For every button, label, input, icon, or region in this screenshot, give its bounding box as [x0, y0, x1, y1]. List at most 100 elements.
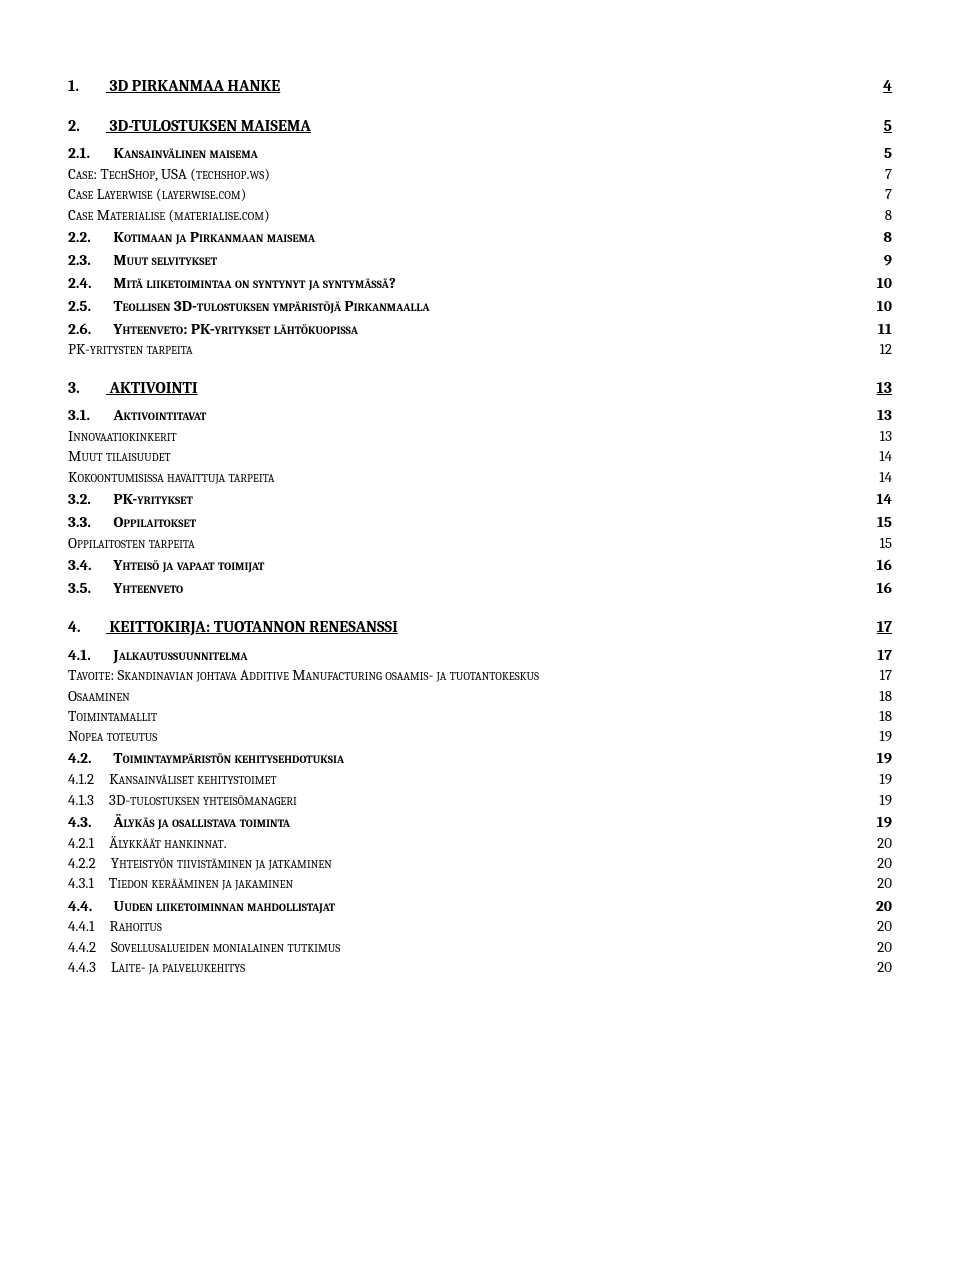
toc-entry-title: 3D-tulostuksen yhteisömanageri: [109, 791, 297, 809]
toc-entry-title: Tiedon kerääminen ja jakaminen: [109, 874, 293, 892]
toc-entry[interactable]: 2.1. Kansainvälinen maisema5: [68, 143, 892, 164]
toc-entry[interactable]: Case Layerwise (layerwise.com) 7: [68, 184, 892, 204]
toc-entry-title: Rahoitus: [109, 917, 161, 935]
toc-entry-label: 4.3. Älykäs ja osallistava toiminta: [68, 812, 290, 833]
toc-entry[interactable]: 4.2.1 Älykkäät hankinnat. 20: [68, 833, 892, 853]
toc-entry[interactable]: 3.3. Oppilaitokset 15: [68, 512, 892, 533]
toc-entry[interactable]: 4.2. Toimintaympäristön kehitysehdotuksi…: [68, 748, 892, 769]
toc-entry-title: Toimintaympäristön kehitysehdotuksia: [113, 749, 344, 767]
toc-entry-title: Kokoontumisissa havaittuja tarpeita: [68, 468, 274, 486]
toc-entry-number: 1.: [68, 76, 106, 98]
toc-entry[interactable]: 4.1. Jalkautussuunnitelma17: [68, 645, 892, 666]
toc-entry[interactable]: Oppilaitosten tarpeita 15: [68, 533, 892, 553]
toc-entry[interactable]: 4.4.1 Rahoitus20: [68, 916, 892, 936]
toc-entry[interactable]: Kokoontumisissa havaittuja tarpeita 14: [68, 467, 892, 487]
toc-entry[interactable]: 2.5. Teollisen 3D-tulostuksen ympäristöj…: [68, 296, 892, 317]
toc-entry-page: 18: [871, 706, 892, 726]
toc-entry[interactable]: Toimintamallit 18: [68, 706, 892, 726]
toc-entry[interactable]: 3.4. Yhteisö ja vapaat toimijat16: [68, 555, 892, 576]
toc-entry-page: 18: [871, 686, 892, 706]
toc-entry[interactable]: 1. 3D PIRKANMAA HANKE4: [68, 76, 892, 98]
toc-entry-title: PK-yritysten tarpeita: [68, 340, 193, 358]
toc-entry[interactable]: 4.4.2 Sovellusalueiden monialainen tutki…: [68, 937, 892, 957]
toc-entry[interactable]: 3.1. Aktivointitavat13: [68, 405, 892, 426]
toc-entry-page: 20: [869, 833, 892, 853]
toc-entry-page: 20: [869, 853, 892, 873]
toc-entry-page: 20: [869, 937, 892, 957]
toc-entry[interactable]: Innovaatiokinkerit13: [68, 426, 892, 446]
toc-entry[interactable]: 4.4.3 Laite- ja palvelukehitys20: [68, 957, 892, 977]
toc-entry[interactable]: 3.5. Yhteenveto16: [68, 578, 892, 599]
toc-entry-number: 4.3.1: [68, 873, 94, 893]
toc-entry-title: 3D-TULOSTUKSEN MAISEMA: [110, 117, 311, 135]
toc-entry-title: 3D PIRKANMAA HANKE: [110, 77, 281, 95]
toc-entry-title: AKTIVOINTI: [110, 379, 198, 397]
toc-entry-page: 15: [869, 512, 892, 533]
toc-entry-page: 17: [869, 617, 892, 639]
toc-entry-page: 19: [871, 726, 892, 746]
toc-entry[interactable]: 4.3.1 Tiedon kerääminen ja jakaminen20: [68, 873, 892, 893]
toc-entry-page: 13: [872, 426, 892, 446]
toc-entry-page: 14: [868, 489, 892, 510]
toc-entry-title: Tavoite: Skandinavian johtava Additive M…: [68, 666, 539, 684]
toc-entry-label: 4.4.1 Rahoitus: [68, 916, 162, 936]
toc-entry-number: 2.3.: [68, 250, 110, 271]
toc-entry[interactable]: Case: TechShop, USA (techshop.ws) 7: [68, 164, 892, 184]
toc-entry-label: 3.1. Aktivointitavat: [68, 405, 206, 426]
toc-entry-label: 3.3. Oppilaitokset: [68, 512, 196, 533]
toc-entry[interactable]: 2.3. Muut selvitykset9: [68, 250, 892, 271]
toc-entry-page: 15: [871, 533, 892, 553]
toc-entry-label: Case Layerwise (layerwise.com): [68, 184, 246, 204]
toc-entry-title: Oppilaitokset: [113, 513, 196, 531]
toc-entry[interactable]: 4.3. Älykäs ja osallistava toiminta19: [68, 812, 892, 833]
toc-entry[interactable]: Case Materialise (materialise.com) 8: [68, 205, 892, 225]
toc-entry-label: Toimintamallit: [68, 706, 157, 726]
toc-entry[interactable]: 4.1.3 3D-tulostuksen yhteisömanageri19: [68, 790, 892, 810]
toc-entry-page: 7: [877, 164, 892, 184]
toc-entry-label: 4.4. Uuden liiketoiminnan mahdollistajat: [68, 896, 335, 917]
toc-entry-label: Nopea toteutus: [68, 726, 157, 746]
toc-entry-title: Jalkautussuunnitelma: [113, 646, 247, 664]
toc-entry-label: Oppilaitosten tarpeita: [68, 533, 195, 553]
toc-entry-title: Osaaminen: [68, 687, 130, 705]
toc-entry-label: Muut tilaisuudet: [68, 446, 171, 466]
toc-entry[interactable]: 2. 3D-TULOSTUKSEN MAISEMA5: [68, 116, 892, 138]
toc-entry[interactable]: 2.6. Yhteenveto: PK-yritykset lähtökuopi…: [68, 319, 892, 340]
toc-entry-label: 4.2.1 Älykkäät hankinnat.: [68, 833, 227, 853]
toc-entry-label: 2.4. Mitä liiketoimintaa on syntynyt ja …: [68, 273, 396, 294]
toc-entry-title: Case Layerwise (layerwise.com): [68, 185, 246, 203]
toc-entry-page: 20: [868, 896, 892, 917]
toc-entry-label: Case: TechShop, USA (techshop.ws): [68, 164, 270, 184]
toc-entry-page: 14: [871, 467, 892, 487]
toc-entry[interactable]: Nopea toteutus 19: [68, 726, 892, 746]
toc-entry[interactable]: 4.2.2 Yhteistyön tiivistäminen ja jatkam…: [68, 853, 892, 873]
toc-entry[interactable]: Muut tilaisuudet14: [68, 446, 892, 466]
toc-entry-title: Aktivointitavat: [113, 406, 206, 424]
toc-entry-label: 3.2. PK-yritykset: [68, 489, 193, 510]
toc-entry[interactable]: PK-yritysten tarpeita12: [68, 339, 892, 359]
toc-entry-page: 11: [870, 319, 892, 340]
toc-entry[interactable]: 3.2. PK-yritykset 14: [68, 489, 892, 510]
toc-entry-title: Uuden liiketoiminnan mahdollistajat: [113, 897, 335, 915]
toc-entry-page: 7: [877, 184, 892, 204]
toc-entry-title: Case Materialise (materialise.com): [68, 206, 270, 224]
toc-entry-label: PK-yritysten tarpeita: [68, 339, 193, 359]
toc-entry[interactable]: 4.4. Uuden liiketoiminnan mahdollistajat…: [68, 896, 892, 917]
toc-entry-label: 3. AKTIVOINTI: [68, 378, 198, 400]
toc-entry[interactable]: 4.1.2 Kansainväliset kehitystoimet19: [68, 769, 892, 789]
toc-entry-page: 8: [875, 227, 892, 248]
toc-entry[interactable]: Tavoite: Skandinavian johtava Additive M…: [68, 665, 892, 685]
toc-entry[interactable]: 2.4. Mitä liiketoimintaa on syntynyt ja …: [68, 273, 892, 294]
toc-entry-number: 3.1.: [68, 405, 110, 426]
toc-entry[interactable]: Osaaminen 18: [68, 686, 892, 706]
toc-entry[interactable]: 3. AKTIVOINTI13: [68, 378, 892, 400]
toc-entry-title: KEITTOKIRJA: TUOTANNON RENESANSSI: [110, 618, 398, 636]
toc-entry[interactable]: 4. KEITTOKIRJA: TUOTANNON RENESANSSI17: [68, 617, 892, 639]
toc-entry-label: Tavoite: Skandinavian johtava Additive M…: [68, 665, 539, 685]
toc-entry-title: Kansainvälinen maisema: [113, 144, 257, 162]
toc-entry-label: 4.4.3 Laite- ja palvelukehitys: [68, 957, 245, 977]
toc-entry-page: 17: [872, 665, 892, 685]
toc-entry-page: 8: [877, 205, 892, 225]
toc-entry-number: 4.3.: [68, 812, 110, 833]
toc-entry[interactable]: 2.2. Kotimaan ja Pirkanmaan maisema8: [68, 227, 892, 248]
